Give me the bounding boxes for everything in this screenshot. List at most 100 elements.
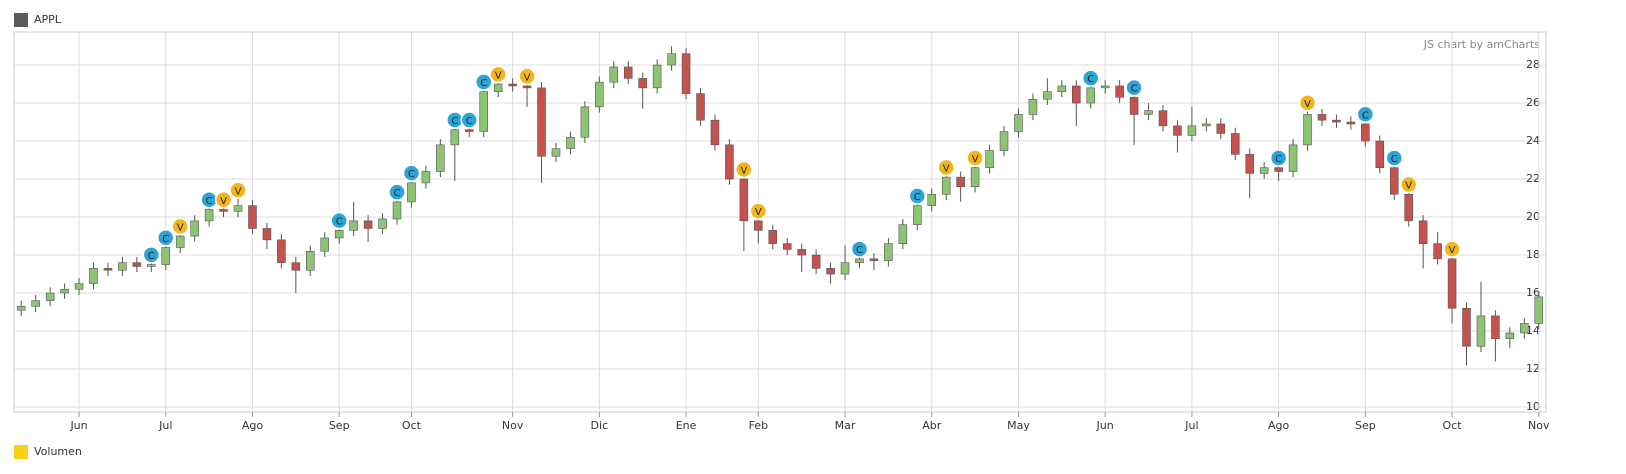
event-label: V bbox=[524, 72, 531, 83]
candle-body bbox=[1158, 110, 1168, 127]
candle-body bbox=[884, 243, 893, 262]
event-label: C bbox=[1362, 110, 1369, 121]
event-label: C bbox=[1087, 74, 1094, 85]
candle-body bbox=[840, 262, 850, 275]
candle-body bbox=[725, 144, 734, 180]
candle-body bbox=[1317, 114, 1327, 121]
x-tick-label: Dic bbox=[591, 419, 609, 432]
candle-body bbox=[1476, 315, 1486, 347]
candle-body bbox=[522, 85, 532, 89]
candle-body bbox=[1129, 97, 1139, 115]
candle-body bbox=[161, 247, 171, 265]
candle-body bbox=[985, 150, 994, 168]
event-label: C bbox=[466, 116, 473, 127]
candle-body bbox=[638, 78, 647, 89]
x-tick-label: Oct bbox=[402, 419, 422, 432]
candle-body bbox=[681, 53, 691, 94]
candle-body bbox=[421, 171, 431, 184]
x-tick-label: Feb bbox=[749, 419, 768, 432]
y-tick-label: 28 bbox=[1526, 58, 1540, 71]
y-tick-label: 20 bbox=[1526, 210, 1540, 223]
candle-body bbox=[1057, 85, 1067, 92]
y-tick-label: 26 bbox=[1526, 96, 1540, 109]
event-marker bbox=[1385, 149, 1403, 167]
event-label: C bbox=[162, 234, 169, 245]
credit: JS chart by amCharts bbox=[1423, 38, 1540, 51]
candle-body bbox=[60, 288, 69, 294]
candle-body bbox=[436, 144, 445, 172]
x-tick-label: Jul bbox=[158, 419, 172, 432]
candle-body bbox=[1274, 167, 1283, 172]
candle-body bbox=[754, 220, 763, 231]
event-marker bbox=[966, 149, 984, 167]
candle-body bbox=[1288, 144, 1298, 172]
candle-body bbox=[999, 131, 1009, 151]
event-marker bbox=[908, 187, 927, 205]
legend-swatch bbox=[14, 13, 28, 27]
candle-body bbox=[941, 176, 951, 195]
candle-body bbox=[219, 209, 228, 212]
candle-body bbox=[1462, 307, 1471, 347]
x-tick-label: Nov bbox=[1528, 419, 1550, 432]
candle-body bbox=[927, 193, 937, 206]
x-tick-label: Sep bbox=[1355, 419, 1376, 432]
candle-body bbox=[623, 66, 633, 79]
legend-label[interactable]: APPL bbox=[34, 13, 62, 26]
candle-body bbox=[551, 148, 561, 157]
event-marker bbox=[1269, 149, 1288, 167]
x-tick-label: Ago bbox=[1268, 419, 1290, 432]
event-marker bbox=[229, 181, 247, 200]
legend-swatch bbox=[14, 445, 28, 459]
event-label: C bbox=[408, 169, 415, 180]
candle-body bbox=[1245, 154, 1254, 174]
candle-body bbox=[89, 268, 98, 284]
event-label: C bbox=[1275, 154, 1282, 165]
event-marker bbox=[402, 164, 421, 182]
x-tick-label: Jul bbox=[1184, 419, 1198, 432]
candle-body bbox=[869, 258, 879, 262]
event-label: C bbox=[336, 217, 343, 228]
event-marker bbox=[388, 183, 406, 201]
event-marker bbox=[171, 217, 189, 236]
candle-body bbox=[956, 176, 965, 187]
event-label: V bbox=[755, 207, 762, 218]
candle-body bbox=[74, 283, 84, 290]
candle-body bbox=[291, 262, 301, 271]
candle-body bbox=[118, 262, 127, 271]
candle-body bbox=[16, 306, 26, 311]
candle-body bbox=[103, 268, 113, 271]
legend-label[interactable]: Volumen bbox=[34, 445, 82, 458]
candle-body bbox=[31, 300, 40, 307]
y-tick-label: 18 bbox=[1526, 248, 1540, 261]
candle-body bbox=[233, 205, 243, 212]
candle-body bbox=[537, 87, 546, 157]
candle-body bbox=[1534, 296, 1544, 324]
candle-body bbox=[1216, 123, 1226, 134]
event-marker bbox=[1298, 94, 1317, 112]
event-marker bbox=[1443, 240, 1461, 258]
event-marker bbox=[1356, 105, 1375, 124]
event-label: V bbox=[1405, 181, 1412, 192]
candle-body bbox=[667, 53, 676, 66]
candle-body bbox=[710, 119, 720, 146]
candle-body bbox=[826, 268, 835, 275]
x-tick-label: Ene bbox=[676, 419, 697, 432]
candle-body bbox=[1404, 193, 1413, 222]
candle-body bbox=[1389, 167, 1399, 195]
event-label: V bbox=[235, 186, 242, 197]
event-label: C bbox=[1391, 154, 1398, 165]
candle-body bbox=[1418, 220, 1428, 244]
candle-body bbox=[248, 205, 257, 229]
candle-body bbox=[1433, 243, 1442, 260]
candle-body bbox=[1447, 258, 1457, 309]
candle-body bbox=[1115, 85, 1124, 98]
event-label: C bbox=[856, 245, 863, 256]
candle-body bbox=[768, 230, 778, 244]
event-marker bbox=[489, 65, 507, 84]
candle-body bbox=[898, 224, 908, 244]
candle-body bbox=[1230, 133, 1240, 155]
candle-body bbox=[190, 220, 199, 237]
event-marker bbox=[518, 67, 536, 86]
event-marker bbox=[474, 73, 493, 91]
